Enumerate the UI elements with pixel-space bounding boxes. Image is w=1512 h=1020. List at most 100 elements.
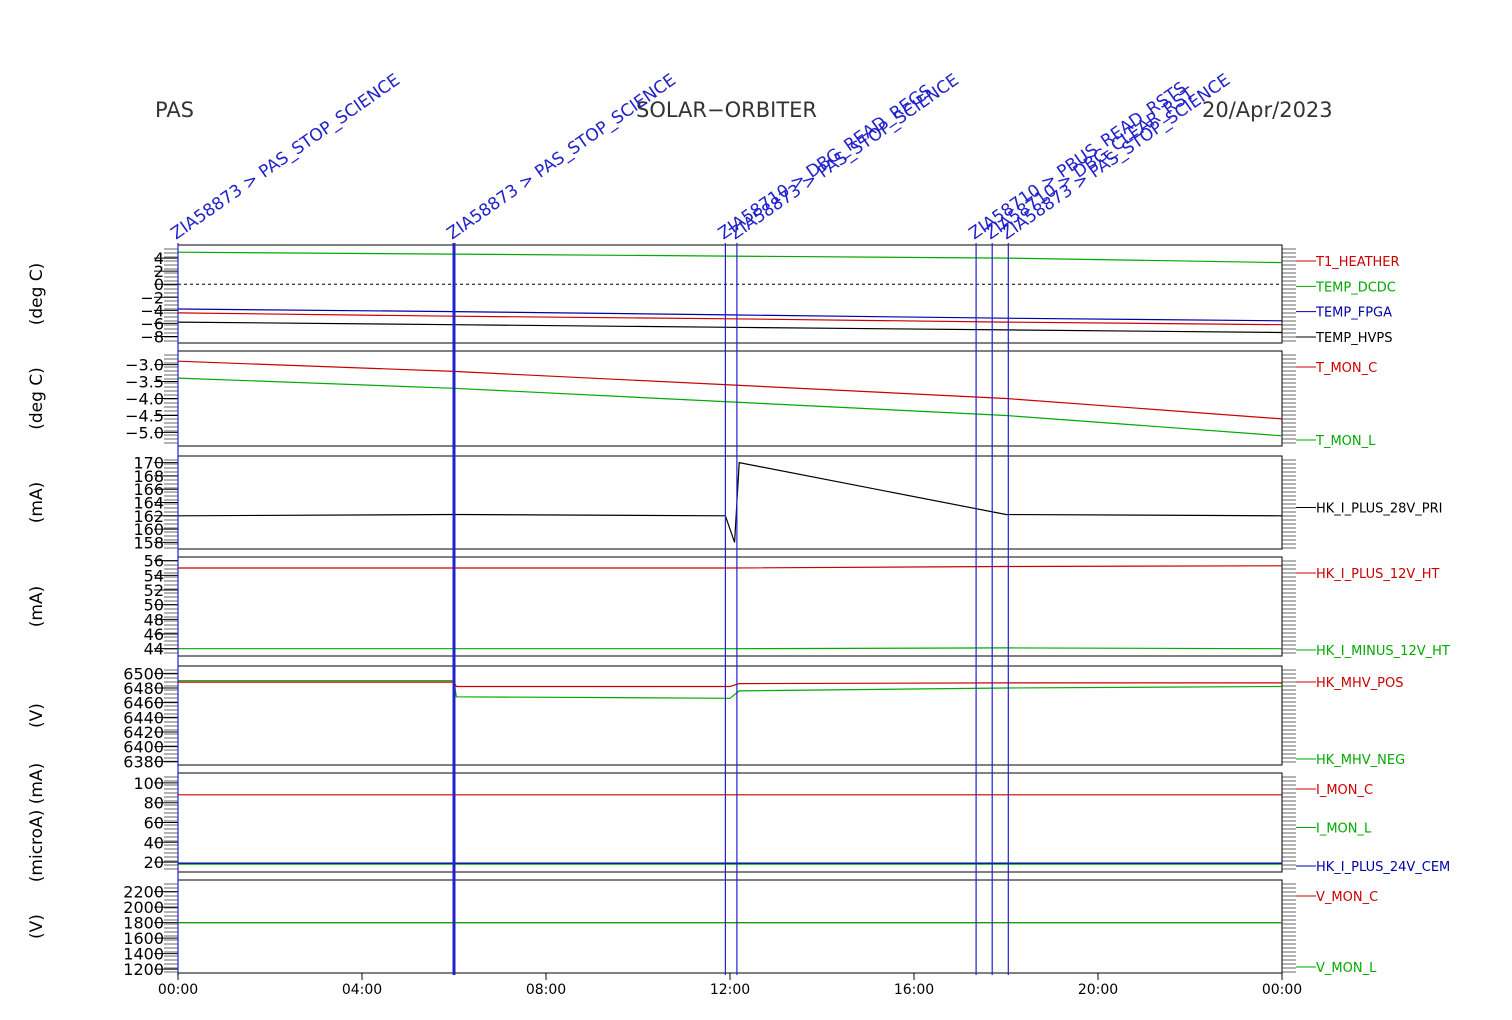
y-axis-label: (deg C) xyxy=(27,367,47,430)
series-line-t-mon-l xyxy=(177,377,1283,437)
y-tick-label: 158 xyxy=(133,533,164,552)
legend-label: T_MON_L xyxy=(1315,434,1376,449)
legend-label: I_MON_L xyxy=(1316,822,1372,837)
y-tick-label: 44 xyxy=(144,640,164,659)
y-tick-label: −8 xyxy=(140,327,164,346)
legend-label: HK_MHV_NEG xyxy=(1316,753,1405,768)
y-tick-label: 56 xyxy=(144,552,164,571)
y-axis-label: (V) xyxy=(27,914,47,939)
y-tick-label: −3.5 xyxy=(125,373,164,392)
header-date: 20/Apr/2023 xyxy=(1202,98,1333,122)
y-tick-label: 4 xyxy=(154,249,164,268)
y-tick-label: −5.0 xyxy=(125,423,164,442)
y-tick-label: 80 xyxy=(144,794,164,813)
y-tick-label: 6400 xyxy=(123,738,164,757)
x-tick-label: 00:00 xyxy=(1262,982,1302,998)
legend-label: I_MON_C xyxy=(1316,783,1373,798)
y-tick-label: 164 xyxy=(133,494,164,513)
header-center: SOLAR−ORBITER xyxy=(636,98,817,122)
y-tick-label: 2 xyxy=(154,262,164,281)
y-tick-label: 54 xyxy=(144,566,164,585)
panel-frame xyxy=(177,556,1283,657)
y-axis-label: (mA) xyxy=(27,482,47,523)
y-tick-label: 6380 xyxy=(123,752,164,771)
y-tick-label: −4 xyxy=(140,301,164,320)
series-line-hk-mhv-pos xyxy=(178,681,1282,688)
panel-1: 420−2−4−6−8 (deg C) T1_HEATHER TEMP_DCDC TEM… xyxy=(27,244,1400,346)
series-line-t1-heather xyxy=(177,312,1283,326)
y-tick-label: 100 xyxy=(133,774,164,793)
y-tick-label: 52 xyxy=(144,581,164,600)
y-tick-label: 6440 xyxy=(123,708,164,727)
time-axis: 00:00 04:00 08:00 12:00 16:00 20:00 00:00 xyxy=(158,973,1302,998)
y-tick-label: 6420 xyxy=(123,723,164,742)
legend-label: HK_MHV_POS xyxy=(1316,676,1404,691)
y-tick-label: −3.0 xyxy=(125,356,164,375)
y-tick-label: 0 xyxy=(154,275,164,294)
y-tick-label: 20 xyxy=(144,853,164,872)
y-tick-label: 50 xyxy=(144,596,164,615)
y-tick-label: 162 xyxy=(133,507,164,526)
legend-label: HK_I_PLUS_24V_CEM xyxy=(1316,860,1450,875)
y-tick-label: 168 xyxy=(133,467,164,486)
y-axis-label: (mA) xyxy=(27,586,47,627)
legend-label: TEMP_FPGA xyxy=(1315,306,1392,321)
panel-frame xyxy=(177,455,1283,550)
x-tick-label: 04:00 xyxy=(342,982,382,998)
event-label: ZIA58873 > PAS_STOP_SCIENCE xyxy=(726,70,962,244)
y-tick-label: 1600 xyxy=(123,929,164,948)
legend-label: HK_I_PLUS_12V_HT xyxy=(1316,567,1440,582)
y-tick-label: 6460 xyxy=(123,694,164,713)
legend-label: HK_I_MINUS_12V_HT xyxy=(1316,644,1450,659)
y-tick-label: 46 xyxy=(144,625,164,644)
legend-label: T1_HEATHER xyxy=(1315,255,1400,270)
x-tick-label: 20:00 xyxy=(1078,982,1118,998)
y-tick-label: 170 xyxy=(133,454,164,473)
series-line-temp-dcdc xyxy=(177,251,1283,264)
series-line-t-mon-c xyxy=(177,360,1283,420)
y-tick-label: −6 xyxy=(140,314,164,333)
panel-frame xyxy=(177,772,1283,873)
panel-2: −3.0−3.5−4.0−4.5−5.0 (deg C) T_MON_C T_MON_… xyxy=(27,350,1377,449)
y-tick-label: 6480 xyxy=(123,679,164,698)
series-line-hk-i-plus-12v-ht xyxy=(178,565,1283,569)
legend-label: TEMP_HVPS xyxy=(1315,331,1392,346)
series-line-temp-fpga xyxy=(177,308,1283,322)
legend-label: TEMP_DCDC xyxy=(1315,280,1396,295)
event-label: ZIA58873 > PAS_STOP_SCIENCE xyxy=(167,70,403,244)
series-line-hk-i-plus-28v-pri xyxy=(177,461,1283,543)
x-tick-label: 16:00 xyxy=(894,982,934,998)
series-line-hk-i-minus-12v-ht xyxy=(178,647,1283,650)
legend-label: V_MON_L xyxy=(1316,961,1377,976)
legend-label: V_MON_C xyxy=(1316,890,1378,905)
legend-label: HK_I_PLUS_28V_PRI xyxy=(1316,502,1442,517)
y-tick-label: 6500 xyxy=(123,664,164,683)
x-tick-label: 08:00 xyxy=(526,982,566,998)
legend-label: T_MON_C xyxy=(1315,361,1377,376)
y-tick-label: 1800 xyxy=(123,914,164,933)
y-axis-label: (deg C) xyxy=(27,263,47,326)
y-tick-label: 1200 xyxy=(123,960,164,979)
y-tick-label: 2200 xyxy=(123,883,164,902)
panel-frame xyxy=(177,879,1283,974)
y-axis-label: (microA) (mA) xyxy=(27,763,47,882)
x-tick-label: 00:00 xyxy=(158,982,198,998)
x-tick-label: 12:00 xyxy=(710,982,750,998)
y-axis-label: (V) xyxy=(27,703,47,728)
y-tick-label: 2000 xyxy=(123,898,164,917)
y-tick-label: −2 xyxy=(140,288,164,307)
y-tick-label: 160 xyxy=(133,520,164,539)
series-line-temp-hvps xyxy=(177,321,1283,334)
panels: 420−2−4−6−8(deg C)T1_HEATHERTEMP_DCDCTEM… xyxy=(27,244,1450,979)
y-tick-label: −4.0 xyxy=(125,390,164,409)
y-tick-label: 40 xyxy=(144,833,164,852)
y-tick-label: 1400 xyxy=(123,945,164,964)
y-tick-label: 48 xyxy=(144,610,164,629)
event-label: ZIA58873 > PAS_STOP_SCIENCE xyxy=(998,70,1234,244)
